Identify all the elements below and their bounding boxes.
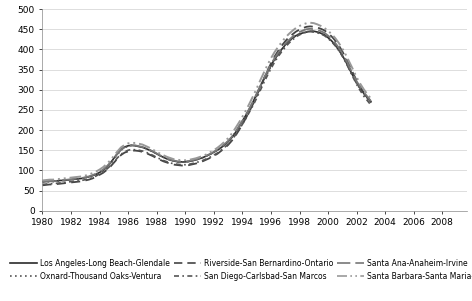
Riverside-San Bernardino-Ontario <box>368 100 374 104</box>
Los Angeles-Long Beach-Glendale <box>108 161 113 165</box>
Santa Barbara-Santa Maria-Goleta <box>204 152 210 156</box>
Santa Ana-Anaheim-Irvine <box>268 63 274 66</box>
Santa Ana-Anaheim-Irvine <box>307 27 313 31</box>
Line: Riverside-San Bernardino-Ontario: Riverside-San Bernardino-Ontario <box>42 26 371 185</box>
San Diego-Carlsbad-San Marcos <box>307 30 313 33</box>
Oxnard-Thousand Oaks-Ventura <box>93 172 99 176</box>
Los Angeles-Long Beach-Glendale <box>40 180 45 184</box>
Santa Barbara-Santa Maria-Goleta <box>108 158 113 162</box>
Los Angeles-Long Beach-Glendale <box>368 100 374 104</box>
Oxnard-Thousand Oaks-Ventura <box>307 29 313 33</box>
Santa Ana-Anaheim-Irvine <box>204 154 210 157</box>
Santa Ana-Anaheim-Irvine <box>83 175 88 179</box>
Los Angeles-Long Beach-Glendale <box>307 29 313 33</box>
Riverside-San Bernardino-Ontario <box>268 62 274 65</box>
Los Angeles-Long Beach-Glendale <box>300 31 306 35</box>
San Diego-Carlsbad-San Marcos <box>93 174 99 178</box>
Riverside-San Bernardino-Ontario <box>300 26 306 30</box>
Oxnard-Thousand Oaks-Ventura <box>83 176 88 179</box>
San Diego-Carlsbad-San Marcos <box>108 164 113 168</box>
San Diego-Carlsbad-San Marcos <box>268 67 274 70</box>
Los Angeles-Long Beach-Glendale <box>204 154 210 158</box>
Oxnard-Thousand Oaks-Ventura <box>108 162 113 165</box>
Santa Ana-Anaheim-Irvine <box>108 161 113 165</box>
Los Angeles-Long Beach-Glendale <box>93 172 99 176</box>
Los Angeles-Long Beach-Glendale <box>83 176 88 179</box>
Riverside-San Bernardino-Ontario <box>307 25 313 28</box>
San Diego-Carlsbad-San Marcos <box>204 157 210 160</box>
Riverside-San Bernardino-Ontario <box>108 165 113 169</box>
Santa Ana-Anaheim-Irvine <box>368 99 374 103</box>
Santa Barbara-Santa Maria-Goleta <box>268 56 274 60</box>
Riverside-San Bernardino-Ontario <box>40 184 45 187</box>
Riverside-San Bernardino-Ontario <box>93 175 99 178</box>
Riverside-San Bernardino-Ontario <box>83 178 88 182</box>
San Diego-Carlsbad-San Marcos <box>300 31 306 35</box>
Santa Ana-Anaheim-Irvine <box>40 180 45 184</box>
San Diego-Carlsbad-San Marcos <box>368 103 374 107</box>
Oxnard-Thousand Oaks-Ventura <box>204 154 210 158</box>
Line: Oxnard-Thousand Oaks-Ventura: Oxnard-Thousand Oaks-Ventura <box>42 31 371 182</box>
Los Angeles-Long Beach-Glendale <box>268 64 274 67</box>
Oxnard-Thousand Oaks-Ventura <box>368 101 374 104</box>
Santa Barbara-Santa Maria-Goleta <box>83 174 88 177</box>
Santa Barbara-Santa Maria-Goleta <box>93 170 99 173</box>
Oxnard-Thousand Oaks-Ventura <box>268 65 274 69</box>
Line: San Diego-Carlsbad-San Marcos: San Diego-Carlsbad-San Marcos <box>42 32 371 185</box>
Santa Barbara-Santa Maria-Goleta <box>300 23 306 26</box>
Santa Barbara-Santa Maria-Goleta <box>307 21 313 25</box>
Santa Barbara-Santa Maria-Goleta <box>40 178 45 182</box>
Santa Barbara-Santa Maria-Goleta <box>368 97 374 100</box>
San Diego-Carlsbad-San Marcos <box>83 178 88 182</box>
Oxnard-Thousand Oaks-Ventura <box>300 31 306 34</box>
San Diego-Carlsbad-San Marcos <box>40 183 45 186</box>
Line: Santa Ana-Anaheim-Irvine: Santa Ana-Anaheim-Irvine <box>42 29 371 182</box>
Legend: Los Angeles-Long Beach-Glendale, Oxnard-Thousand Oaks-Ventura, Riverside-San Ber: Los Angeles-Long Beach-Glendale, Oxnard-… <box>10 259 472 281</box>
Oxnard-Thousand Oaks-Ventura <box>40 181 45 184</box>
Riverside-San Bernardino-Ontario <box>204 158 210 161</box>
Line: Los Angeles-Long Beach-Glendale: Los Angeles-Long Beach-Glendale <box>42 31 371 182</box>
Santa Ana-Anaheim-Irvine <box>93 172 99 175</box>
Line: Santa Barbara-Santa Maria-Goleta: Santa Barbara-Santa Maria-Goleta <box>42 23 371 180</box>
Santa Ana-Anaheim-Irvine <box>300 29 306 32</box>
